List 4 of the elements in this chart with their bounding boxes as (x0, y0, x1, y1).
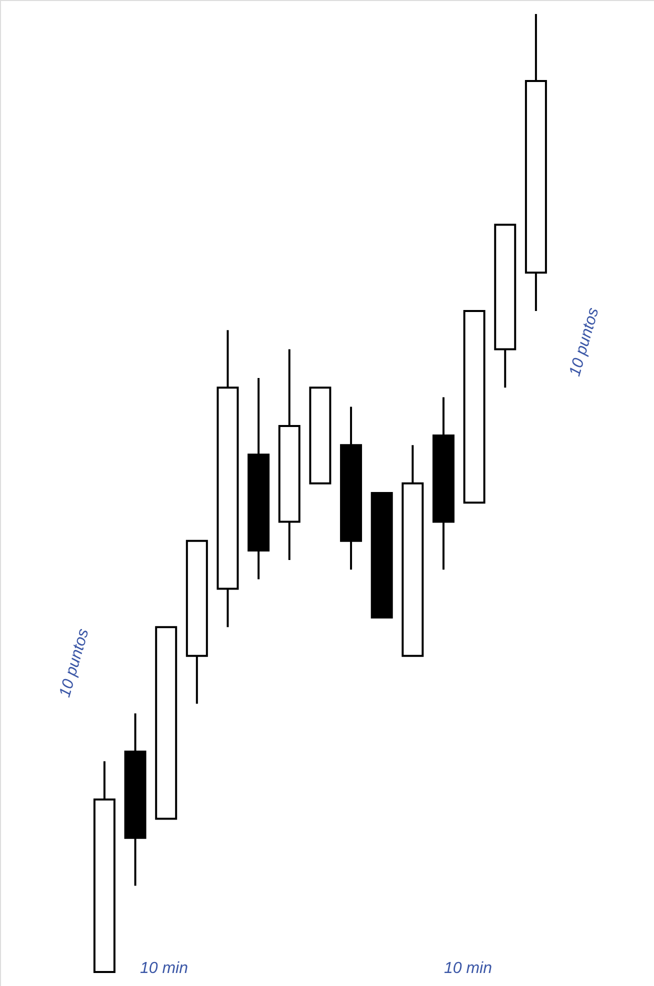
annotation: 10 min (444, 960, 492, 977)
annotation: 10 min (140, 960, 188, 977)
annotation: 10 puntos (56, 627, 92, 700)
text: 10 puntos (566, 306, 602, 378)
